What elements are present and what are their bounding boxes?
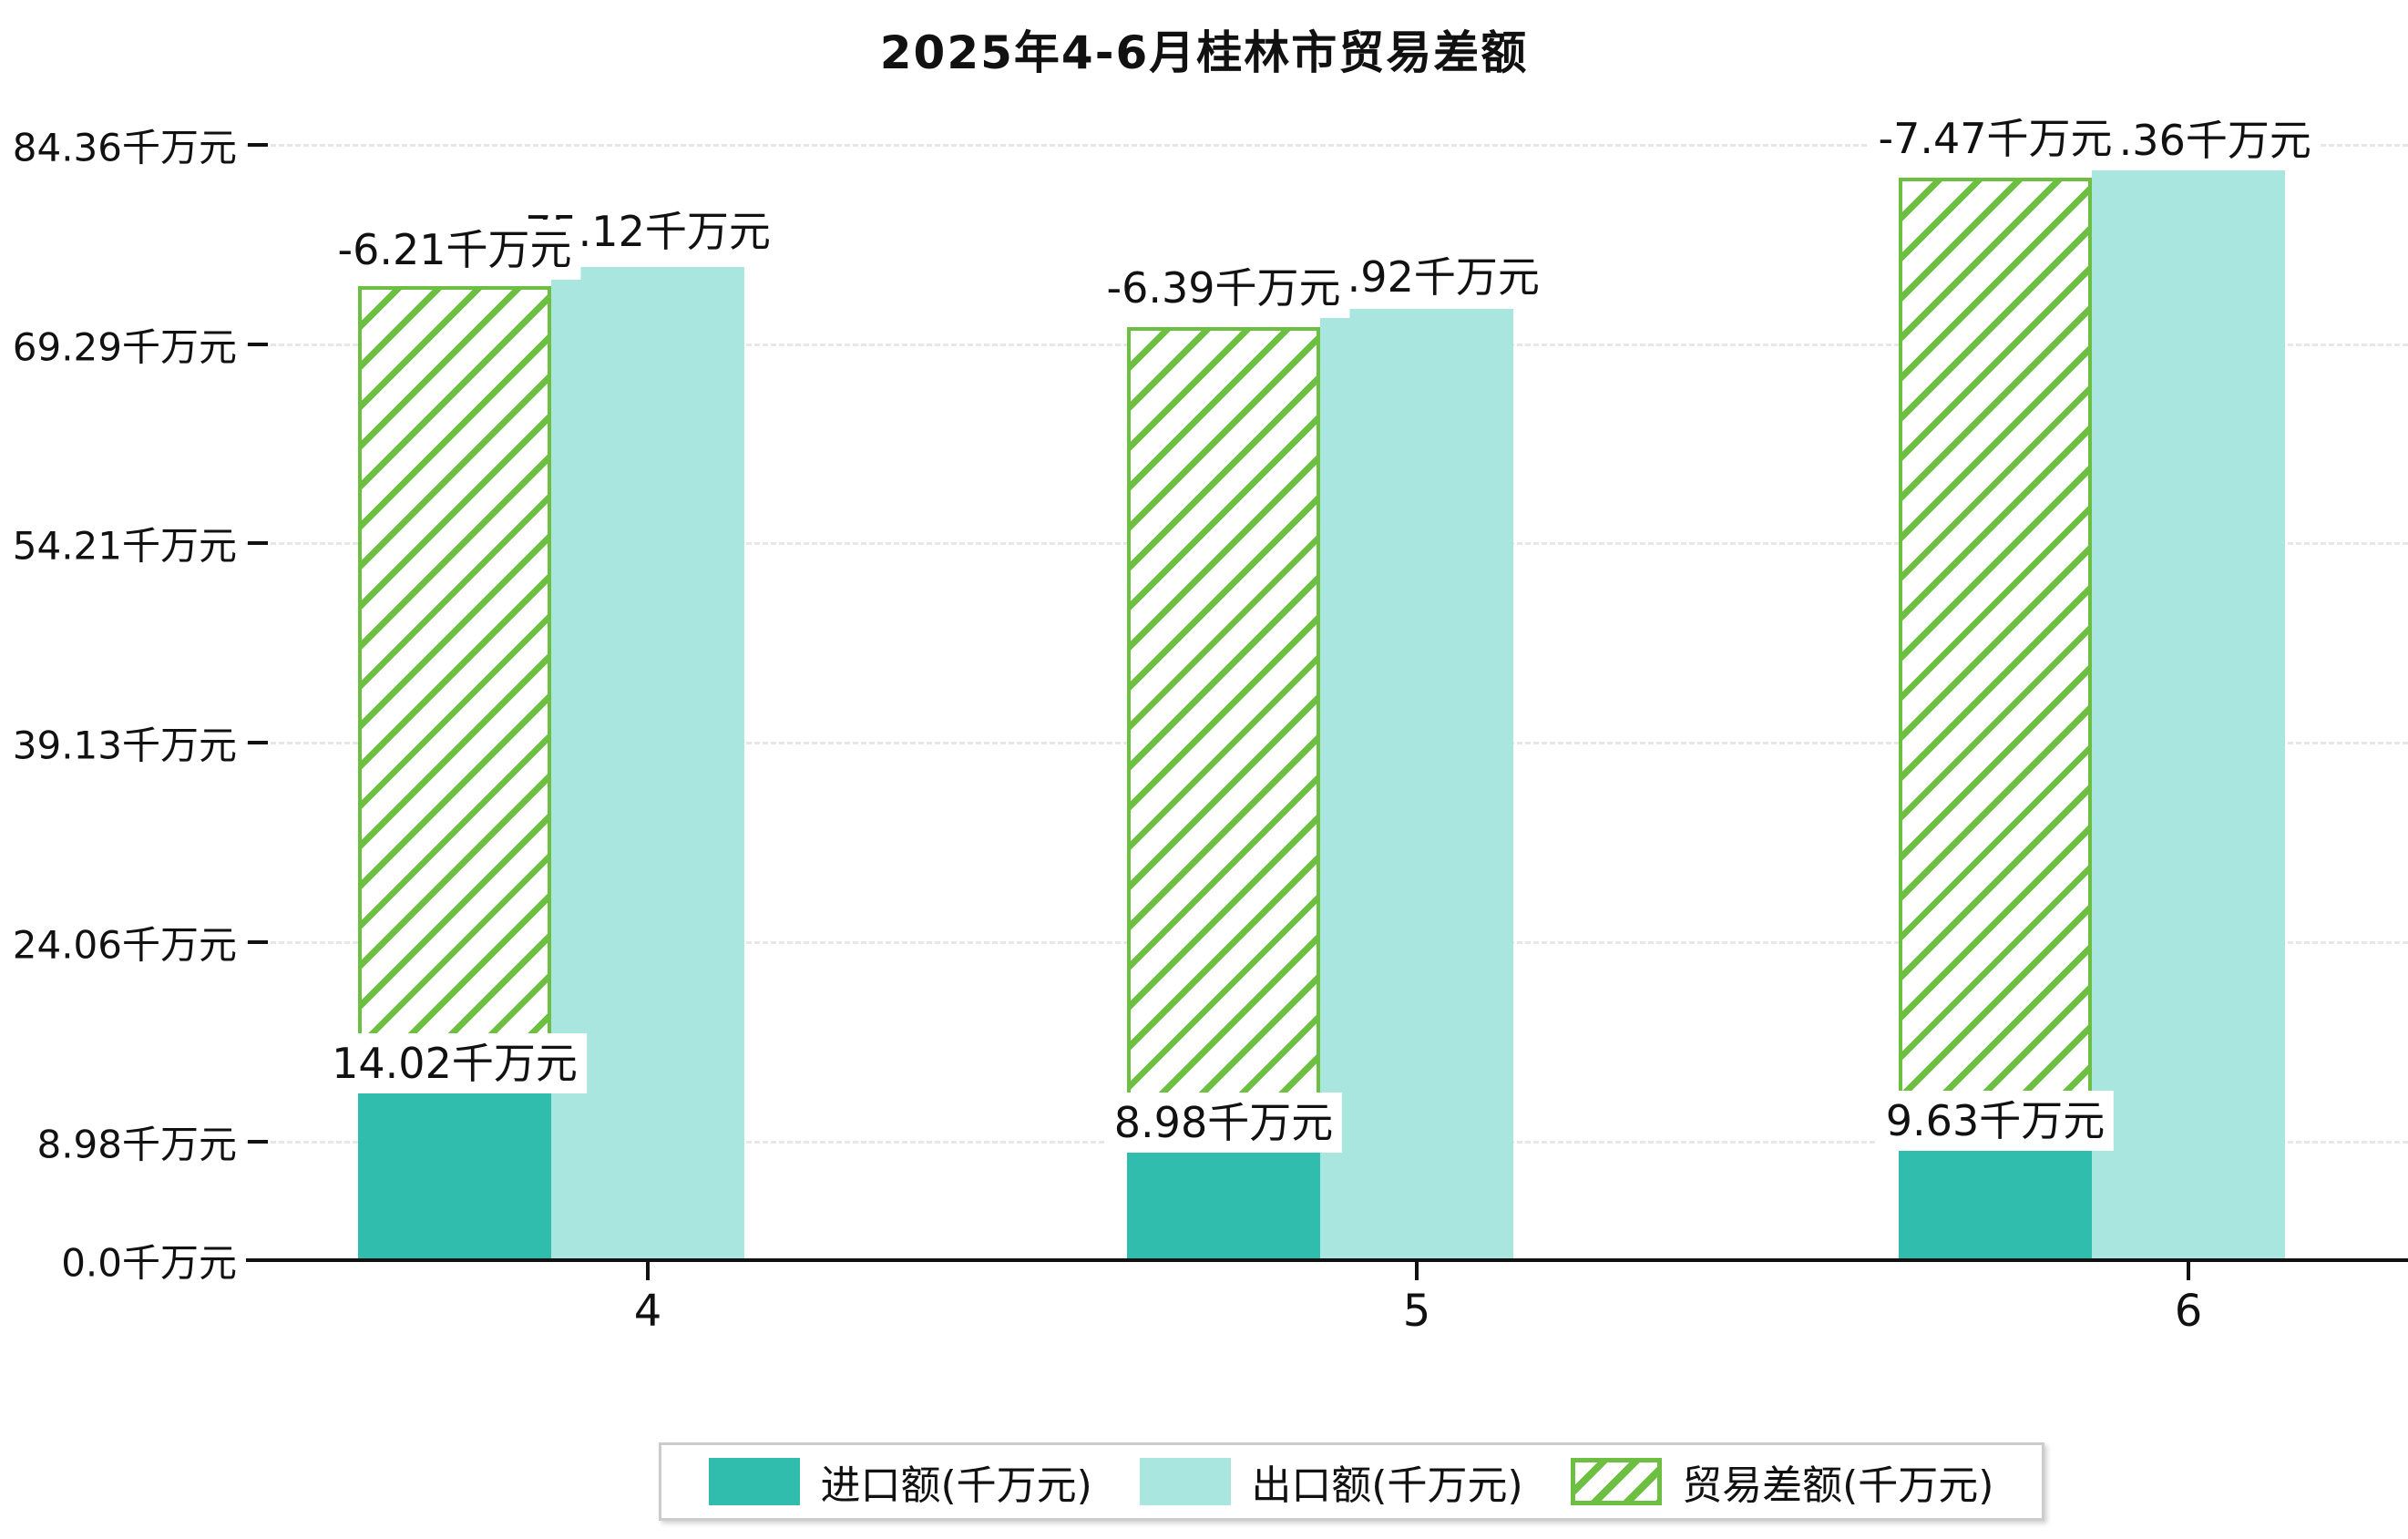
x-axis-line [246, 1258, 2408, 1262]
legend: 进口额(千万元) 出口额(千万元) 贸易差额(千万元) [659, 1442, 2044, 1521]
y-tick-mark [248, 143, 268, 147]
legend-item-label: 贸易差额(千万元) [1682, 1462, 1994, 1509]
y-tick-label: 39.13千万元 [12, 723, 237, 768]
y-tick-label: 24.06千万元 [12, 922, 237, 968]
bar-export [1320, 309, 1513, 1260]
x-tick-mark [1415, 1260, 1419, 1280]
label-balance-value: -6.39千万元 [1097, 258, 1350, 318]
y-tick-label: 69.29千万元 [12, 324, 237, 370]
bar-import [1127, 1141, 1320, 1260]
label-balance-value: -6.21千万元 [328, 220, 581, 280]
label-import-value: 9.63千万元 [1876, 1091, 2115, 1151]
legend-item-export: 出口额(千万元) [1140, 1452, 1523, 1511]
y-tick-mark [248, 741, 268, 745]
x-tick-label: 5 [1402, 1286, 1431, 1337]
y-tick-mark [248, 939, 268, 944]
y-tick-label: 0.0千万元 [61, 1240, 237, 1286]
bar-balance-hatched [1899, 177, 2092, 1260]
y-tick-label: 54.21千万元 [12, 523, 237, 569]
bar-import [1899, 1133, 2092, 1260]
y-grid-line [246, 144, 2408, 147]
bar-export [2092, 145, 2285, 1260]
bar-export [551, 267, 744, 1260]
label-import-value: 14.02千万元 [323, 1033, 587, 1093]
label-balance-value: -7.47千万元 [1869, 108, 2122, 169]
legend-swatch-balance-icon [1571, 1458, 1663, 1505]
legend-swatch-import-icon [709, 1458, 801, 1505]
legend-item-label: 出口额(千万元) [1251, 1462, 1523, 1509]
x-tick-label: 6 [2174, 1286, 2203, 1337]
x-tick-mark [2187, 1260, 2190, 1280]
label-import-value: 8.98千万元 [1104, 1093, 1343, 1153]
legend-item-balance: 贸易差额(千万元) [1571, 1452, 1993, 1511]
y-tick-mark [248, 342, 268, 346]
bar-import [358, 1074, 551, 1260]
x-tick-label: 4 [633, 1286, 662, 1337]
legend-item-import: 进口额(千万元) [709, 1452, 1092, 1511]
y-tick-label: 8.98千万元 [36, 1122, 237, 1167]
y-tick-mark [248, 541, 268, 546]
legend-swatch-export-icon [1140, 1458, 1232, 1505]
legend-item-label: 进口额(千万元) [820, 1462, 1092, 1509]
y-tick-mark [248, 1139, 268, 1144]
y-tick-label: 84.36千万元 [12, 125, 237, 170]
chart-title: 2025年4-6月桂林市贸易差额 [879, 26, 1529, 79]
x-tick-mark [646, 1260, 650, 1280]
